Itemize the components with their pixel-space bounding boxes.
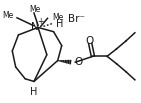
Text: Br⁻: Br⁻ (68, 14, 85, 24)
Text: H: H (30, 87, 37, 97)
Text: Me: Me (52, 13, 63, 22)
Text: Me: Me (2, 11, 14, 20)
Text: H: H (56, 19, 64, 29)
Text: O: O (74, 57, 82, 67)
Text: N: N (31, 22, 38, 32)
Text: Me: Me (30, 5, 41, 14)
Text: +: + (38, 17, 44, 26)
Text: O: O (85, 36, 94, 46)
